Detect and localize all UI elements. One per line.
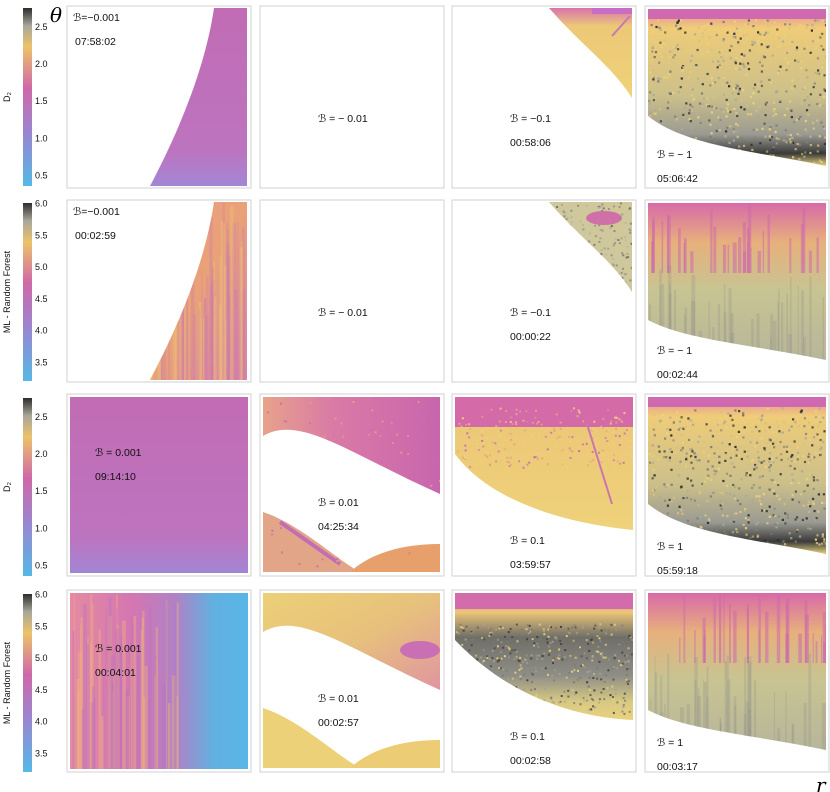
panel-b-label: ℬ = 0.1: [510, 535, 545, 547]
panel-b-label: ℬ = 0.1: [510, 731, 545, 743]
panel-b-label: ℬ = 0.001: [95, 447, 142, 459]
panel-b-label: ℬ = − 0.01: [318, 113, 368, 125]
colorbar-3: 2.5 2.0 1.5 1.0 0.5 D₂: [2, 398, 48, 576]
panel-r4-c4: ℬ = 1 00:03:17: [644, 589, 830, 773]
panel-grid: ℬ=−0.001 07:58:02 ℬ = − 0.01 ℬ = −0.1 00:58:…: [66, 5, 830, 773]
panel-r3-c4: ℬ = 1 05:59:18: [644, 393, 830, 577]
colorbar-tick-label: 1.0: [35, 523, 48, 533]
panel-runtime-label: 07:58:02: [75, 36, 116, 48]
colorbar-tick-label: 5.5: [35, 621, 48, 631]
panel-runtime-label: 00:00:22: [510, 331, 551, 343]
panel-runtime-label: 00:04:01: [95, 667, 136, 679]
colorbar-tick-label: 2.5: [35, 412, 48, 422]
panel-r1-c3: ℬ = −0.1 00:58:06: [451, 5, 637, 189]
panel-r2-c3: ℬ = −0.1 00:00:22: [451, 199, 637, 383]
colorbar-tick-label: 6.0: [35, 199, 48, 209]
panel-b-label: ℬ = − 1: [657, 149, 692, 161]
colorbars: 2.5 2.0 1.5 1.0 0.5 D₂ 6.0 5.5 5.0 4.5 4.0 3.5 ML - …: [2, 8, 48, 772]
colorbar-tick-label: 5.5: [35, 230, 48, 240]
panel-b-label: ℬ = 1: [657, 541, 683, 553]
r-axis-label: r: [816, 773, 827, 792]
panel-r3-c3: ℬ = 0.1 03:59:57: [451, 393, 637, 577]
panel-runtime-label: 00:58:06: [510, 137, 551, 149]
panel-b-label: ℬ = 1: [657, 737, 683, 749]
panel-runtime-label: 00:02:57: [318, 717, 359, 729]
colorbar-tick-label: 4.0: [35, 326, 48, 336]
panel-r1-c2: ℬ = − 0.01: [259, 5, 445, 189]
colorbar-title: ML - Random Forest: [2, 250, 12, 333]
colorbar-tick-label: 5.0: [35, 653, 48, 663]
colorbar-tick-label: 4.0: [35, 717, 48, 727]
panel-runtime-label: 09:14:10: [95, 471, 136, 483]
panel-runtime-label: 05:59:18: [657, 565, 698, 577]
colorbar-tick-label: 2.0: [35, 59, 48, 69]
colorbar-tick-label: 3.5: [35, 357, 48, 367]
panel-r1-c4: ℬ = − 1 05:06:42: [644, 5, 830, 189]
colorbar-1: 2.5 2.0 1.5 1.0 0.5 D₂: [2, 8, 48, 186]
colorbar-tick-label: 4.5: [35, 685, 48, 695]
panel-r4-c2: ℬ = 0.01 00:02:57: [259, 589, 445, 773]
panel-runtime-label: 00:02:58: [510, 755, 551, 767]
panel-b-label: ℬ = 0.001: [95, 643, 142, 655]
panel-r3-c1: ℬ = 0.001 09:14:10: [66, 393, 252, 577]
colorbar-tick-label: 4.5: [35, 294, 48, 304]
panel-r4-c1: ℬ = 0.001 00:04:01: [66, 589, 252, 773]
panel-b-label: ℬ=−0.001: [73, 12, 120, 24]
colorbar-tick-label: 1.5: [35, 486, 48, 496]
colorbar-tick-label: 2.5: [35, 22, 48, 32]
colorbar-tick-label: 0.5: [35, 170, 48, 180]
panel-runtime-label: 00:02:44: [657, 369, 698, 381]
colorbar-tick-label: 3.5: [35, 748, 48, 758]
colorbar-tick-label: 5.0: [35, 262, 48, 272]
colorbar-gradient: [23, 203, 32, 381]
colorbar-tick-label: 1.0: [35, 133, 48, 143]
panel-runtime-label: 00:02:59: [75, 230, 116, 242]
colorbar-4: 6.0 5.5 5.0 4.5 4.0 3.5 ML - Random Forest: [2, 590, 48, 772]
panel-b-label: ℬ = −0.1: [510, 113, 551, 125]
panel-r2-c2: ℬ = − 0.01: [259, 199, 445, 383]
panel-r4-c3: ℬ = 0.1 00:02:58: [451, 589, 637, 773]
colorbar-title: ML - Random Forest: [2, 641, 12, 724]
panel-b-label: ℬ = 0.01: [318, 693, 359, 705]
panel-r2-c1: ℬ=−0.001 00:02:59: [66, 199, 252, 383]
panel-runtime-label: 00:03:17: [657, 761, 698, 773]
panel-r3-c2: ℬ = 0.01 04:25:34: [259, 393, 445, 577]
panel-b-label: ℬ = −0.1: [510, 307, 551, 319]
theta-axis-label: θ: [50, 3, 62, 27]
panel-b-label: ℬ = − 1: [657, 345, 692, 357]
colorbar-title: D₂: [2, 92, 12, 102]
colorbar-2: 6.0 5.5 5.0 4.5 4.0 3.5 ML - Random Forest: [2, 199, 48, 381]
colorbar-tick-label: 2.0: [35, 449, 48, 459]
colorbar-title: D₂: [2, 482, 12, 492]
colorbar-tick-label: 0.5: [35, 560, 48, 570]
panel-r1-c1: ℬ=−0.001 07:58:02: [66, 5, 252, 189]
colorbar-gradient: [23, 8, 32, 186]
panel-runtime-label: 04:25:34: [318, 521, 359, 533]
panel-r2-c4: ℬ = − 1 00:02:44: [644, 199, 830, 383]
panel-b-label: ℬ=−0.001: [73, 206, 120, 218]
panel-runtime-label: 05:06:42: [657, 173, 698, 185]
panel-b-label: ℬ = − 0.01: [318, 307, 368, 319]
colorbar-gradient: [23, 594, 32, 772]
panel-b-label: ℬ = 0.01: [318, 497, 359, 509]
colorbar-tick-label: 1.5: [35, 96, 48, 106]
colorbar-tick-label: 6.0: [35, 590, 48, 600]
panel-runtime-label: 03:59:57: [510, 559, 551, 571]
colorbar-gradient: [23, 398, 32, 576]
